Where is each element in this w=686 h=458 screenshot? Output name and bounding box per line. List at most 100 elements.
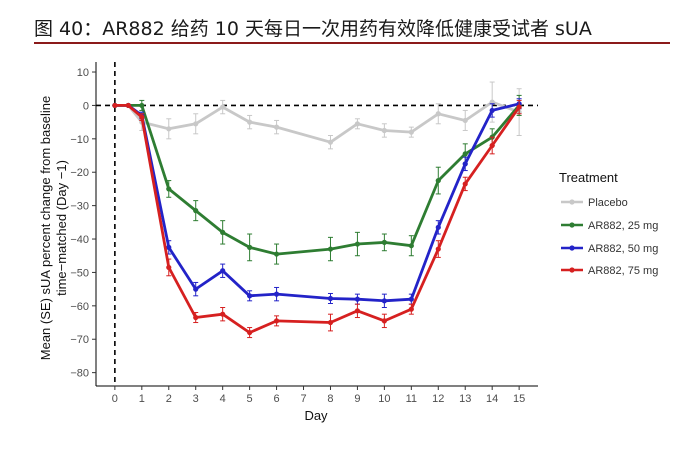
legend-item-ar882-50mg: AR882, 50 mg [561, 243, 658, 255]
data-point [273, 318, 280, 324]
y-tick-label: −50 [70, 267, 89, 279]
data-point [166, 244, 172, 250]
data-point [516, 104, 522, 110]
reference-lines [96, 62, 538, 386]
data-point [435, 111, 441, 117]
y-tick-label: −70 [70, 334, 89, 346]
y-tick-label: −30 [70, 201, 89, 213]
data-point [125, 102, 131, 109]
y-tick-label: 0 [83, 100, 89, 112]
data-point [193, 286, 199, 292]
data-point [273, 291, 280, 297]
data-point [381, 318, 387, 324]
legend-label-ar882-75mg: AR882, 75 mg [588, 265, 658, 277]
series-line [113, 104, 521, 256]
series-line [113, 100, 521, 144]
data-point [327, 319, 334, 326]
x-tick-label: 9 [354, 393, 360, 405]
data-point [166, 264, 172, 271]
x-tick-label: 4 [220, 393, 226, 405]
data-point [327, 139, 334, 145]
x-axis-title: Day [304, 408, 328, 423]
y-tick-label: −10 [70, 134, 89, 146]
data-point [193, 121, 199, 127]
y-axis-title-line1: Mean (SE) sUA percent change from baseli… [38, 96, 53, 360]
data-point [220, 104, 226, 110]
y-tick-label: −40 [70, 234, 89, 246]
data-point [166, 186, 172, 192]
x-tick-label: 7 [300, 393, 306, 405]
data-point [354, 241, 361, 247]
x-tick-label: 10 [378, 393, 390, 405]
x-tick-label: 2 [166, 393, 172, 405]
x-tick-label: 14 [486, 393, 498, 405]
series-group [112, 81, 522, 339]
series-ar882-75-mg [112, 99, 522, 339]
x-tick-label: 15 [513, 393, 525, 405]
x-tick-label: 6 [274, 393, 280, 405]
data-point [247, 119, 253, 125]
data-point [408, 296, 414, 302]
legend-item-ar882-75mg: AR882, 75 mg [561, 265, 658, 277]
legend-item-placebo: Placebo [561, 197, 628, 209]
data-point [327, 295, 334, 302]
data-point [408, 306, 414, 312]
legend: Treatment Placebo AR882, 25 mg AR882, 50… [559, 170, 658, 277]
data-point [462, 151, 468, 157]
data-point [408, 243, 414, 249]
x-tick-label: 3 [193, 393, 199, 405]
y-tick-label: 10 [77, 67, 89, 79]
data-point [327, 246, 334, 252]
legend-marker-ar882-50mg [569, 245, 575, 251]
data-point [166, 126, 172, 132]
figure-title: 图 40：AR882 给药 10 天每日一次用药有效降低健康受试者 sUA [34, 18, 592, 40]
axes: 0 1 2 3 4 5 6 7 8 9 10 11 12 13 14 15100−10−20−30−40−50… [70, 62, 538, 405]
y-tick-label: −60 [70, 301, 89, 313]
x-tick-label: 13 [459, 393, 471, 405]
data-point [139, 114, 145, 120]
data-point [489, 107, 495, 114]
series-placebo [112, 81, 522, 150]
legend-title: Treatment [559, 170, 618, 185]
y-tick-label: −80 [70, 368, 89, 380]
data-point [381, 127, 387, 134]
legend-marker-ar882-75mg [569, 267, 575, 273]
title-rule [34, 42, 670, 44]
data-point [273, 251, 280, 257]
data-point [139, 102, 145, 109]
data-point [354, 308, 361, 314]
data-point [408, 129, 414, 135]
legend-item-ar882-25mg: AR882, 25 mg [561, 220, 658, 232]
data-point [247, 293, 253, 299]
x-tick-label: 0 [112, 393, 118, 405]
legend-marker-ar882-25mg [569, 222, 575, 228]
data-point [462, 117, 468, 124]
legend-label-ar882-25mg: AR882, 25 mg [588, 220, 658, 232]
data-point [489, 142, 495, 149]
data-point [112, 102, 118, 109]
data-point [381, 239, 387, 245]
x-tick-label: 8 [327, 393, 333, 405]
data-point [381, 298, 387, 304]
x-tick-label: 5 [247, 393, 253, 405]
data-point [273, 124, 280, 130]
y-axis-title-line2: time−matched (Day −1) [54, 160, 69, 296]
data-point [193, 208, 199, 214]
data-point [435, 177, 441, 184]
data-point [435, 246, 441, 252]
data-point [220, 229, 226, 235]
data-point [354, 296, 361, 302]
x-tick-label: 12 [432, 393, 444, 405]
y-tick-label: −20 [70, 167, 89, 179]
data-point [462, 161, 468, 167]
axis-labels: Day Mean (SE) sUA percent change from ba… [38, 96, 328, 423]
data-point [247, 244, 253, 250]
x-tick-label: 11 [406, 393, 417, 405]
legend-marker-placebo [569, 199, 575, 205]
legend-label-ar882-50mg: AR882, 50 mg [588, 243, 658, 255]
data-point [462, 181, 468, 187]
data-point [220, 311, 226, 317]
series-line [113, 104, 521, 335]
data-point [354, 121, 361, 127]
